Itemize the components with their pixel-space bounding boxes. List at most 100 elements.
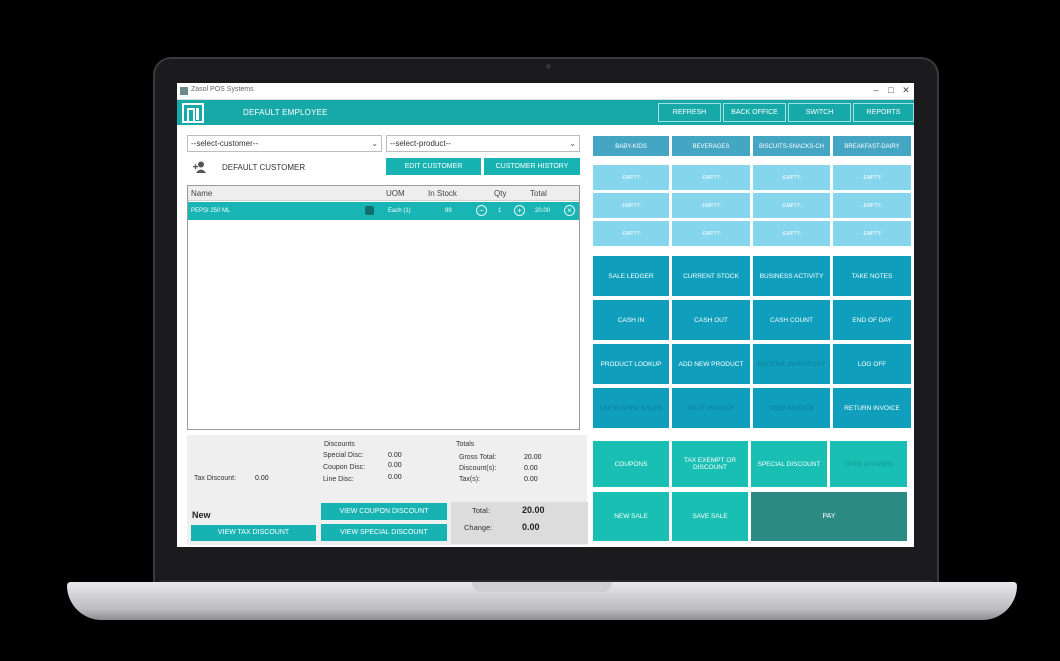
employee-name: DEFAULT EMPLOYEE — [243, 108, 328, 117]
row-total: 20.00 — [535, 208, 551, 214]
sale-items-grid: Name UOM In Stock Qty Total PEPSI 250 ML… — [187, 185, 580, 430]
camera — [546, 64, 551, 69]
sale-status: New — [192, 510, 211, 520]
col-in-stock: In Stock — [428, 189, 457, 198]
current-stock-button[interactable]: CURRENT STOCK — [671, 255, 751, 297]
col-uom: UOM — [386, 189, 405, 198]
view-coupon-discount-button[interactable]: VIEW COUPON DISCOUNT — [321, 503, 447, 520]
coupons-button[interactable]: COUPONS — [592, 440, 670, 488]
product-select-value: --select-product-- — [390, 139, 451, 148]
laptop-notch — [472, 582, 612, 592]
special-disc-value: 0.00 — [388, 452, 402, 459]
increase-qty-icon[interactable]: + — [514, 205, 525, 216]
laptop-base — [67, 582, 1017, 620]
decrease-qty-icon[interactable]: − — [476, 205, 487, 216]
product-slot-empty[interactable]: -EMPTY- — [671, 220, 751, 247]
product-slot-empty[interactable]: -EMPTY- — [592, 164, 670, 191]
product-slot-empty[interactable]: -EMPTY- — [592, 220, 670, 247]
category-biscuits[interactable]: BISCUITS-SNACKS-CH — [752, 135, 831, 157]
chevron-down-icon: ⌄ — [569, 139, 576, 148]
view-tax-discount-button[interactable]: VIEW TAX DISCOUNT — [191, 525, 316, 541]
product-slot-empty[interactable]: -EMPTY- — [752, 220, 831, 247]
tag-icon[interactable] — [365, 206, 374, 215]
line-disc-label: Line Disc: — [323, 476, 354, 483]
change-value: 0.00 — [522, 522, 540, 532]
remove-item-icon[interactable]: × — [564, 205, 575, 216]
totals-heading: Totals — [456, 441, 475, 448]
special-discount-button[interactable]: SPECIAL DISCOUNT — [750, 440, 828, 488]
product-select[interactable]: --select-product-- ⌄ — [386, 135, 580, 152]
end-of-day-button[interactable]: END OF DAY — [832, 299, 912, 341]
unfinished-sales-button[interactable]: UNFINISHED SALES — [592, 387, 670, 429]
tax-discount-label: Tax Discount: — [194, 475, 237, 482]
gross-total-label: Gross Total: — [459, 454, 497, 461]
tax-exempt-button[interactable]: TAX EXEMPT OR DISCOUNT — [671, 440, 749, 488]
split-invoice-button[interactable]: SPLIT INVOICE — [671, 387, 751, 429]
col-name: Name — [191, 189, 213, 198]
maximize-icon[interactable]: □ — [888, 85, 894, 95]
app-header: DEFAULT EMPLOYEE REFRESH BACK OFFICE SWI… — [177, 100, 914, 125]
row-qty: 1 — [498, 208, 502, 214]
pos-screen: Zasol POS Systems – □ ✕ DEFAULT EMPLOYEE… — [177, 83, 914, 547]
back-office-button[interactable]: BACK OFFICE — [723, 103, 786, 122]
coupon-disc-label: Coupon Disc: — [323, 464, 366, 471]
sale-ledger-button[interactable]: SALE LEDGER — [592, 255, 670, 297]
table-row[interactable]: PEPSI 250 ML Each (1) 99 − 1 + 20.00 × — [188, 202, 579, 220]
receive-inventory-button[interactable]: RECEIVE INVENTORY — [752, 343, 831, 385]
add-new-product-button[interactable]: ADD NEW PRODUCT — [671, 343, 751, 385]
customer-history-button[interactable]: CUSTOMER HISTORY — [484, 158, 580, 175]
line-disc-value: 0.00 — [388, 474, 402, 481]
total-label: Total: — [472, 506, 490, 515]
tax-discount-value: 0.00 — [255, 475, 269, 482]
reports-button[interactable]: REPORTS — [853, 103, 914, 122]
add-customer-icon[interactable] — [193, 161, 207, 173]
customer-select-value: --select-customer-- — [191, 139, 259, 148]
business-activity-button[interactable]: BUSINESS ACTIVITY — [752, 255, 831, 297]
product-lookup-button[interactable]: PRODUCT LOOKUP — [592, 343, 670, 385]
tax-total-label: Tax(s): — [459, 476, 480, 483]
discounts-heading: Discounts — [324, 441, 355, 448]
open-drawer-button[interactable]: OPEN DRAWER — [829, 440, 908, 488]
gross-total-value: 20.00 — [524, 454, 542, 461]
change-label: Change: — [464, 523, 493, 532]
discounts-total-value: 0.00 — [524, 465, 538, 472]
app-icon — [180, 87, 188, 95]
product-slot-empty[interactable]: -EMPTY- — [671, 192, 751, 219]
close-icon[interactable]: ✕ — [902, 85, 910, 95]
coupon-disc-value: 0.00 — [388, 462, 402, 469]
product-slot-empty[interactable]: -EMPTY- — [671, 164, 751, 191]
row-product-name: PEPSI 250 ML — [191, 208, 231, 214]
chevron-down-icon: ⌄ — [371, 139, 378, 148]
view-special-discount-button[interactable]: VIEW SPECIAL DISCOUNT — [321, 524, 447, 541]
return-invoice-button[interactable]: RETURN INVOICE — [832, 387, 912, 429]
pay-button[interactable]: PAY — [750, 491, 908, 542]
cash-out-button[interactable]: CASH OUT — [671, 299, 751, 341]
tax-total-value: 0.00 — [524, 476, 538, 483]
product-slot-empty[interactable]: -EMPTY- — [832, 164, 912, 191]
take-notes-button[interactable]: TAKE NOTES — [832, 255, 912, 297]
cash-count-button[interactable]: CASH COUNT — [752, 299, 831, 341]
cash-in-button[interactable]: CASH IN — [592, 299, 670, 341]
product-slot-empty[interactable]: -EMPTY- — [752, 164, 831, 191]
product-slot-empty[interactable]: -EMPTY- — [832, 192, 912, 219]
minimize-icon[interactable]: – — [873, 85, 879, 95]
col-qty: Qty — [494, 189, 507, 198]
row-in-stock: 99 — [445, 208, 452, 214]
category-breakfast-dairy[interactable]: BREAKFAST-DAIRY — [832, 135, 912, 157]
new-sale-button[interactable]: NEW SALE — [592, 491, 670, 542]
product-slot-empty[interactable]: -EMPTY- — [832, 220, 912, 247]
void-invoice-button[interactable]: VOID INVOICE — [752, 387, 831, 429]
customer-select[interactable]: --select-customer-- ⌄ — [187, 135, 382, 152]
product-slot-empty[interactable]: -EMPTY- — [752, 192, 831, 219]
log-off-button[interactable]: LOG OFF — [832, 343, 912, 385]
window-title: Zasol POS Systems — [191, 86, 254, 93]
product-slot-empty[interactable]: -EMPTY- — [592, 192, 670, 219]
category-baby-kids[interactable]: BABY-KIDS — [592, 135, 670, 157]
grid-header: Name UOM In Stock Qty Total — [188, 186, 579, 201]
category-beverages[interactable]: BEVERAGES — [671, 135, 751, 157]
switch-button[interactable]: SWITCH — [788, 103, 851, 122]
edit-customer-button[interactable]: EDIT CUSTOMER — [386, 158, 481, 175]
save-sale-button[interactable]: SAVE SALE — [671, 491, 749, 542]
customer-name: DEFAULT CUSTOMER — [222, 163, 306, 172]
refresh-button[interactable]: REFRESH — [658, 103, 721, 122]
